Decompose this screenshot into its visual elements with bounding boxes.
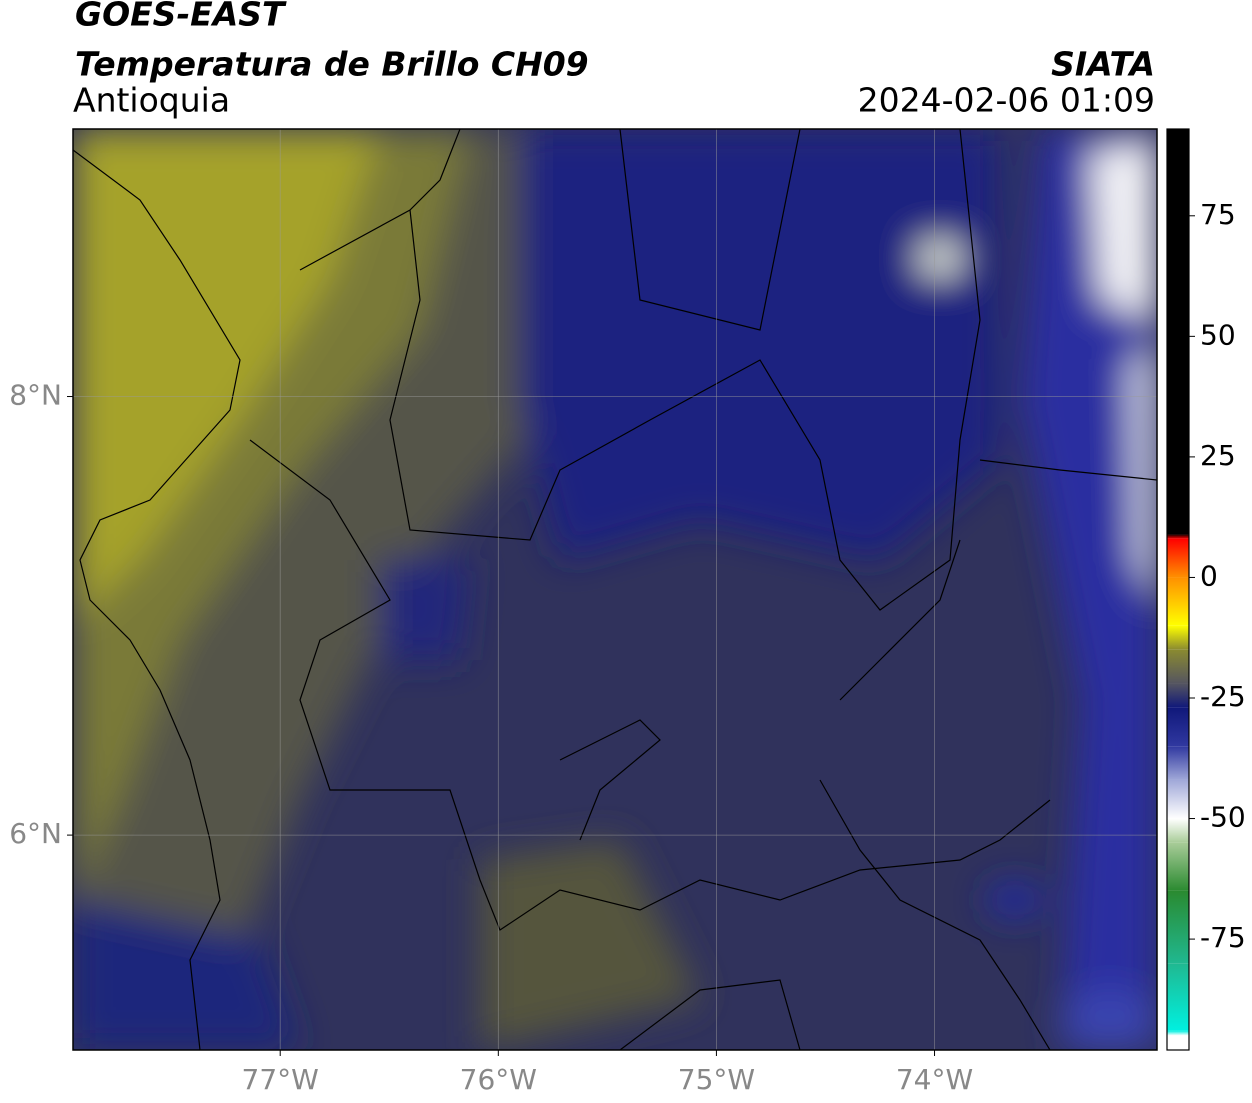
- colorbar-segment: [1167, 577, 1189, 626]
- colorbar-segment: [1167, 1030, 1189, 1036]
- colorbar-tick-label: -75: [1200, 921, 1246, 954]
- colorbar-tick-label: 0: [1200, 559, 1218, 592]
- map-image: [73, 129, 1157, 1050]
- x-tick-label: 76°W: [460, 1063, 537, 1096]
- colorbar-segment: [1167, 649, 1189, 684]
- colorbar-frame: [1166, 128, 1190, 1051]
- colorbar-segment: [1167, 683, 1189, 708]
- datetime-label: 2024-02-06 01:09: [858, 81, 1155, 120]
- boundaries: [73, 129, 1157, 1050]
- source-label: SIATA: [1051, 45, 1155, 84]
- colorbar-tick-label: -50: [1200, 801, 1246, 834]
- graticule: 77°W 76°W 75°W 74°W 6°N 8°N: [9, 129, 1157, 1096]
- colorbar-tick-label: 25: [1200, 439, 1236, 472]
- colorbar-segment: [1167, 818, 1189, 843]
- x-tick-label: 77°W: [242, 1063, 319, 1096]
- colorbar-tick-label: 50: [1200, 318, 1236, 351]
- colorbar-segment: [1167, 625, 1189, 650]
- colorbar-segment: [1167, 746, 1189, 780]
- colorbar-segment: [1167, 1035, 1189, 1050]
- satellite-title: GOES-EAST: [75, 0, 287, 34]
- colorbar-tick-label: -25: [1200, 680, 1246, 713]
- colorbar-tick-label: 75: [1200, 198, 1236, 231]
- colorbar-segment: [1167, 842, 1189, 891]
- y-tick-label: 8°N: [9, 379, 62, 412]
- colorbar-segment: [1167, 890, 1189, 964]
- x-tick-label: 75°W: [678, 1063, 755, 1096]
- colorbar-segment: [1167, 129, 1189, 535]
- colorbar-segment: [1167, 707, 1189, 747]
- colorbar-segment: [1167, 534, 1189, 539]
- x-tick-label: 74°W: [896, 1063, 973, 1096]
- product-title: Temperatura de Brillo CH09: [75, 45, 589, 84]
- colorbar-segment: [1167, 538, 1189, 578]
- region-label: Antioquia: [73, 81, 230, 120]
- colorbar-segment: [1167, 779, 1189, 819]
- colorbar: 75 50 25 0 -25 -50 -75: [1167, 129, 1246, 1050]
- map-frame: [72, 128, 1158, 1051]
- colorbar-segment: [1167, 963, 1189, 1031]
- y-tick-label: 6°N: [9, 817, 62, 850]
